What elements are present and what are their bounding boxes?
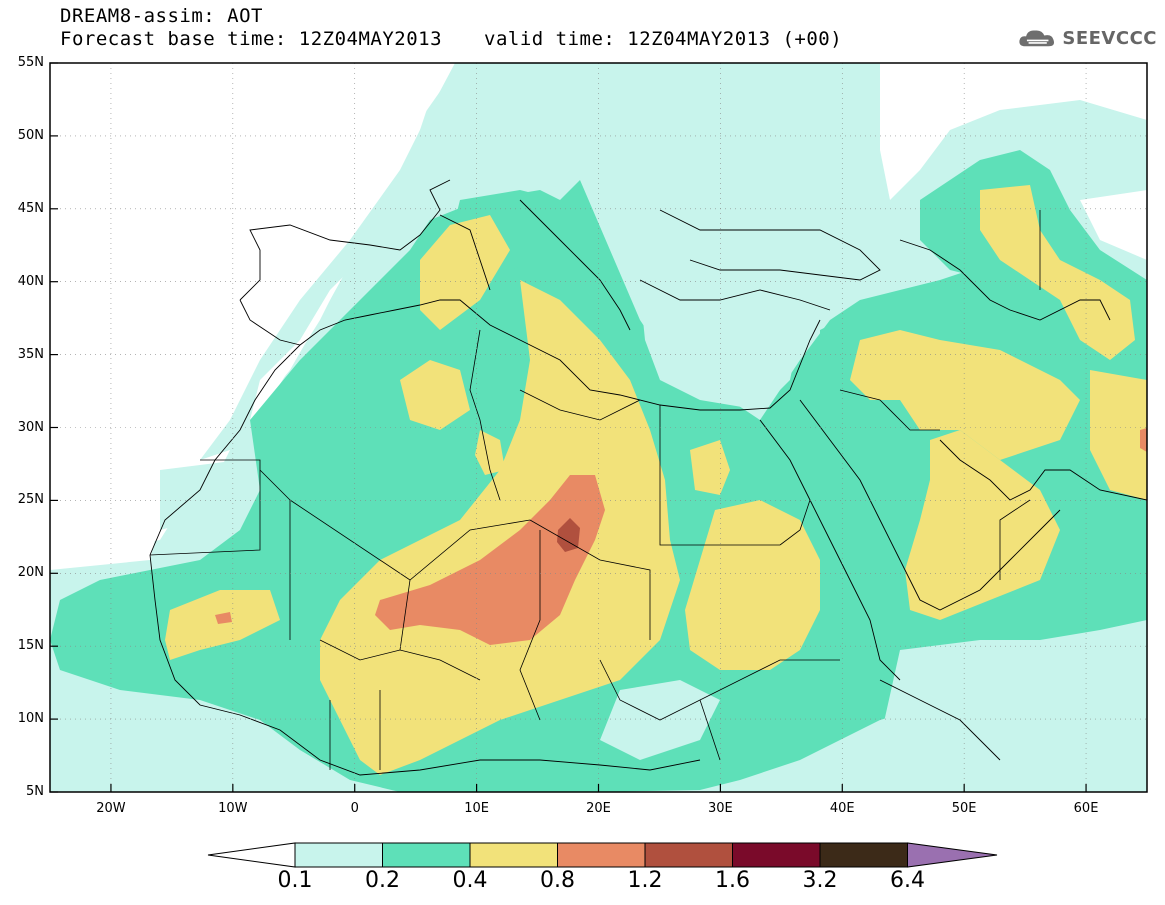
lat-label: 30N	[17, 419, 44, 435]
lon-label: 10E	[464, 801, 489, 816]
colorbar-label: 6.4	[890, 868, 925, 893]
colorbar-label: 3.2	[802, 868, 838, 893]
lon-label: 0	[350, 801, 359, 816]
lat-label: 15N	[17, 638, 44, 654]
lat-label: 45N	[17, 200, 44, 216]
lon-label: 20E	[586, 801, 611, 816]
logo-text: SEEVCCC	[1062, 27, 1157, 49]
lon-label: 30E	[707, 801, 733, 816]
map-title: DREAM8-assim: AOT	[60, 5, 263, 27]
lat-label: 20N	[17, 565, 44, 581]
aot-region-1.2	[557, 518, 580, 552]
colorbar-label: 0.4	[452, 868, 488, 893]
colorbar-label: 0.8	[540, 868, 575, 893]
lon-label: 50E	[951, 801, 977, 816]
aot-region-0.4	[420, 215, 510, 330]
aot-region-0.8	[375, 475, 605, 645]
lon-label: 40E	[829, 801, 855, 816]
cloud-icon	[1019, 30, 1055, 47]
lon-label: 60E	[1073, 801, 1099, 816]
coastlines	[149, 179, 1147, 776]
colorbar-label: 0.2	[365, 868, 400, 893]
colorbar-label: 1.6	[715, 868, 750, 893]
lat-label: 5N	[26, 784, 44, 799]
aot-region-white-west	[50, 63, 455, 570]
colorbar-label: 0.1	[277, 868, 313, 893]
lon-label: 20W	[96, 801, 126, 816]
lat-label: 25N	[17, 492, 44, 508]
lat-label: 10N	[17, 711, 44, 727]
seevccc-logo: SEEVCCC	[1017, 20, 1157, 56]
lat-label: 50N	[17, 127, 44, 143]
borders	[149, 210, 1041, 770]
colorbar-label: 1.2	[627, 868, 663, 893]
lat-label: 40N	[17, 273, 44, 289]
valid-time: valid time: 12Z04MAY2013 (+00)	[484, 28, 843, 50]
lat-label: 55N	[17, 55, 44, 70]
lat-label: 35N	[17, 346, 44, 362]
forecast-base-time: Forecast base time: 12Z04MAY2013	[60, 28, 443, 50]
aot-region-white-ne	[880, 63, 1147, 200]
lon-label: 10W	[218, 801, 248, 816]
